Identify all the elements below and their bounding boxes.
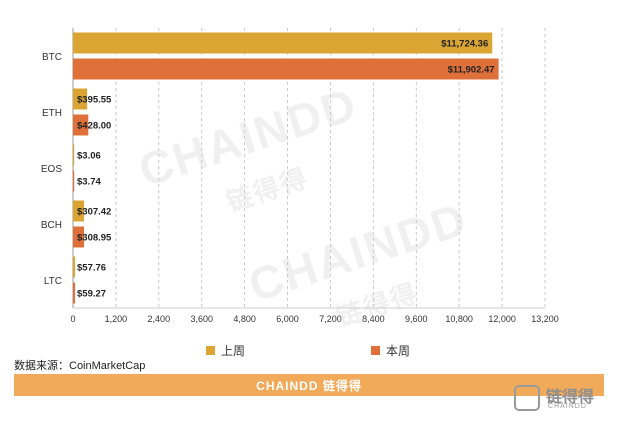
data-label: $3.74	[77, 177, 101, 188]
data-label: $3.06	[77, 151, 101, 162]
footer-banner: CHAINDD 链得得	[14, 374, 604, 396]
x-tick-label: 13,200	[531, 314, 559, 324]
data-label: $308.95	[77, 233, 112, 244]
x-tick-label: 0	[70, 314, 75, 324]
data-label: $307.42	[77, 207, 111, 218]
x-tick-label: 7,200	[319, 314, 342, 324]
bar-this-week	[73, 282, 76, 304]
chaindd-logo-icon	[514, 385, 540, 411]
bar-this-week	[73, 226, 85, 248]
bar-last-week	[73, 256, 76, 278]
data-label: $11,724.36	[441, 39, 488, 50]
x-tick-label: 2,400	[148, 314, 171, 324]
x-tick-label: 10,800	[445, 314, 473, 324]
data-label: $11,902.47	[448, 65, 495, 76]
x-tick-label: 4,800	[233, 314, 256, 324]
bar-last-week	[73, 200, 84, 222]
category-label: EOS	[41, 164, 62, 175]
x-tick-label: 3,600	[190, 314, 213, 324]
category-label: BCH	[41, 220, 62, 231]
x-tick-label: 1,200	[105, 314, 128, 324]
x-tick-label: 6,000	[276, 314, 299, 324]
category-label: BTC	[42, 52, 62, 63]
bar-last-week	[73, 88, 88, 110]
x-tick-label: 9,600	[405, 314, 428, 324]
legend-item-this-week: 本周	[371, 342, 410, 359]
footer-brand-text: CHAINDD 链得得	[256, 378, 362, 393]
legend-label-this-week: 本周	[386, 344, 411, 358]
x-tick-label: 12,000	[488, 314, 516, 324]
data-label: $428.00	[77, 121, 111, 132]
x-tick-label: 8,400	[362, 314, 385, 324]
bar-this-week	[73, 170, 75, 192]
legend-swatch-this-week	[371, 346, 380, 355]
bar-last-week	[73, 144, 75, 166]
legend-item-last-week: 上周	[206, 342, 245, 359]
chaindd-logo-sub: CHAINDD	[548, 403, 587, 410]
chaindd-logo-name: 链得得	[546, 389, 595, 406]
legend-label-last-week: 上周	[221, 344, 246, 358]
category-label: ETH	[42, 108, 62, 119]
chaindd-logo: 链得得 CHAINDD	[514, 383, 606, 415]
legend-swatch-last-week	[206, 346, 215, 355]
chart-legend: 上周 本周	[0, 342, 618, 358]
bar-this-week	[73, 114, 89, 136]
data-label: $59.27	[77, 289, 106, 300]
category-label: LTC	[44, 276, 62, 287]
data-source-note: 数据来源：CoinMarketCap	[14, 360, 146, 372]
bar-chart: 0 1,200 2,400 3,600 4,800 6,000 7,200 8,400 9,60…	[41, 28, 559, 324]
data-label: $57.76	[77, 263, 106, 274]
bar-this-week	[73, 58, 499, 80]
data-label: $395.55	[77, 95, 112, 106]
bar-last-week	[73, 32, 493, 54]
